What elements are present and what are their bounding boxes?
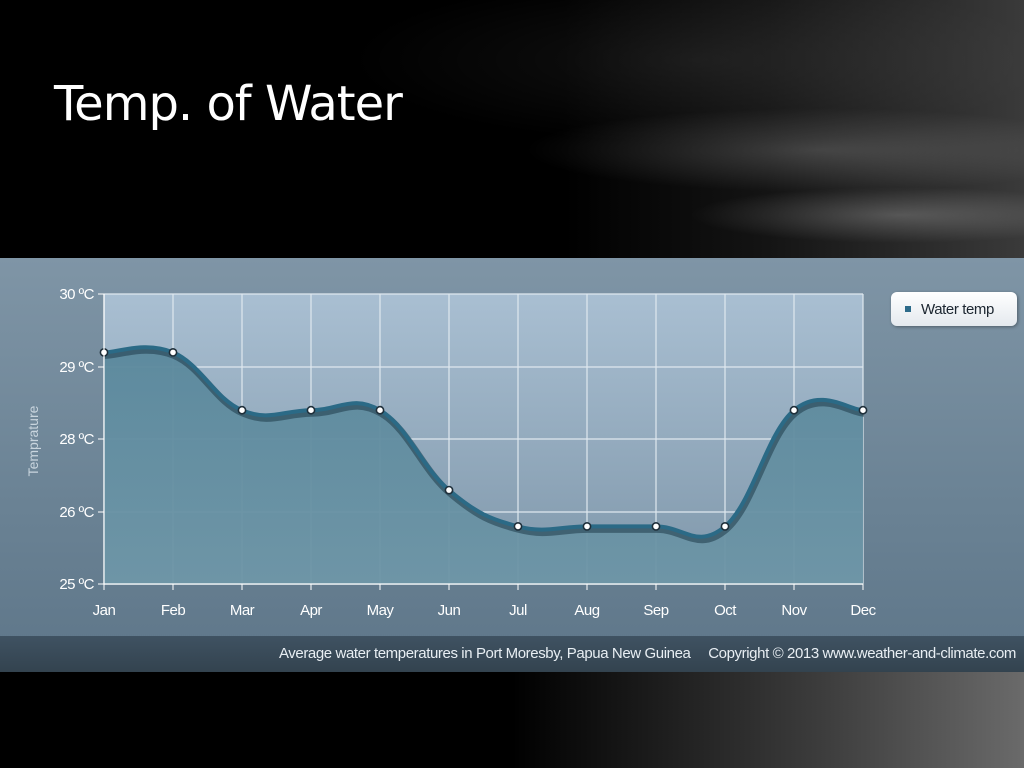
chart-legend[interactable]: Water temp [891, 292, 1017, 326]
y-tick-label: 28 ºC [59, 431, 94, 448]
caption-description: Average water temperatures in Port Mores… [278, 645, 691, 662]
series-line-water-temp [103, 345, 864, 539]
water-temperature-chart: 30 ºC 29 ºC 28 ºC 26 ºC 25 ºC Jan Feb Mar Apr May… [25, 286, 877, 619]
slide-background-bottom [0, 672, 1024, 768]
data-markers [99, 348, 868, 531]
data-point-feb[interactable] [168, 348, 178, 357]
x-tick-label-jan: Jan [93, 602, 116, 619]
x-tick-label-jul: Jul [509, 602, 527, 619]
x-tick-label-may: May [367, 602, 395, 619]
data-point-dec[interactable] [858, 405, 868, 415]
y-axis-label: Temprature [25, 405, 41, 476]
y-tick-label: 30 ºC [59, 286, 94, 303]
x-tick-label-nov: Nov [781, 602, 807, 619]
data-point-jun[interactable] [444, 485, 454, 495]
y-tick-label: 29 ºC [59, 359, 94, 376]
data-point-nov[interactable] [789, 405, 799, 415]
data-point-may[interactable] [375, 405, 385, 415]
x-tick-label-jun: Jun [438, 602, 461, 619]
axes: 30 ºC 29 ºC 28 ºC 26 ºC 25 ºC Jan Feb Mar Apr May… [59, 286, 877, 619]
data-point-oct[interactable] [720, 521, 730, 531]
chart-panel: 30 ºC 29 ºC 28 ºC 26 ºC 25 ºC Jan Feb Mar Apr May… [0, 258, 1024, 672]
y-tick-label: 26 ºC [59, 504, 94, 521]
x-tick-label-mar: Mar [230, 602, 255, 619]
data-point-sep[interactable] [651, 521, 661, 531]
series-area-water-temp [104, 347, 863, 584]
x-tick-label-sep: Sep [643, 602, 668, 619]
data-point-jul[interactable] [513, 521, 523, 531]
data-point-aug[interactable] [582, 521, 592, 531]
legend-label-water-temp: Water temp [921, 300, 994, 318]
chart-caption-bar: Average water temperatures in Port Mores… [0, 636, 1024, 672]
x-tick-label-aug: Aug [574, 602, 599, 619]
y-tick-label: 25 ºC [59, 576, 94, 593]
x-tick-label-dec: Dec [850, 602, 876, 619]
x-tick-label-apr: Apr [300, 602, 322, 619]
caption-copyright: Copyright © 2013 www.weather-and-climate… [708, 645, 1016, 662]
x-tick-label-oct: Oct [714, 602, 737, 619]
data-point-mar[interactable] [237, 405, 247, 415]
x-tick-label-feb: Feb [161, 602, 186, 619]
slide-title: Temp. of Water [54, 76, 403, 132]
legend-swatch [905, 306, 911, 312]
data-point-apr[interactable] [306, 405, 316, 415]
chart-caption: Average water temperatures in Port Mores… [279, 645, 1016, 662]
